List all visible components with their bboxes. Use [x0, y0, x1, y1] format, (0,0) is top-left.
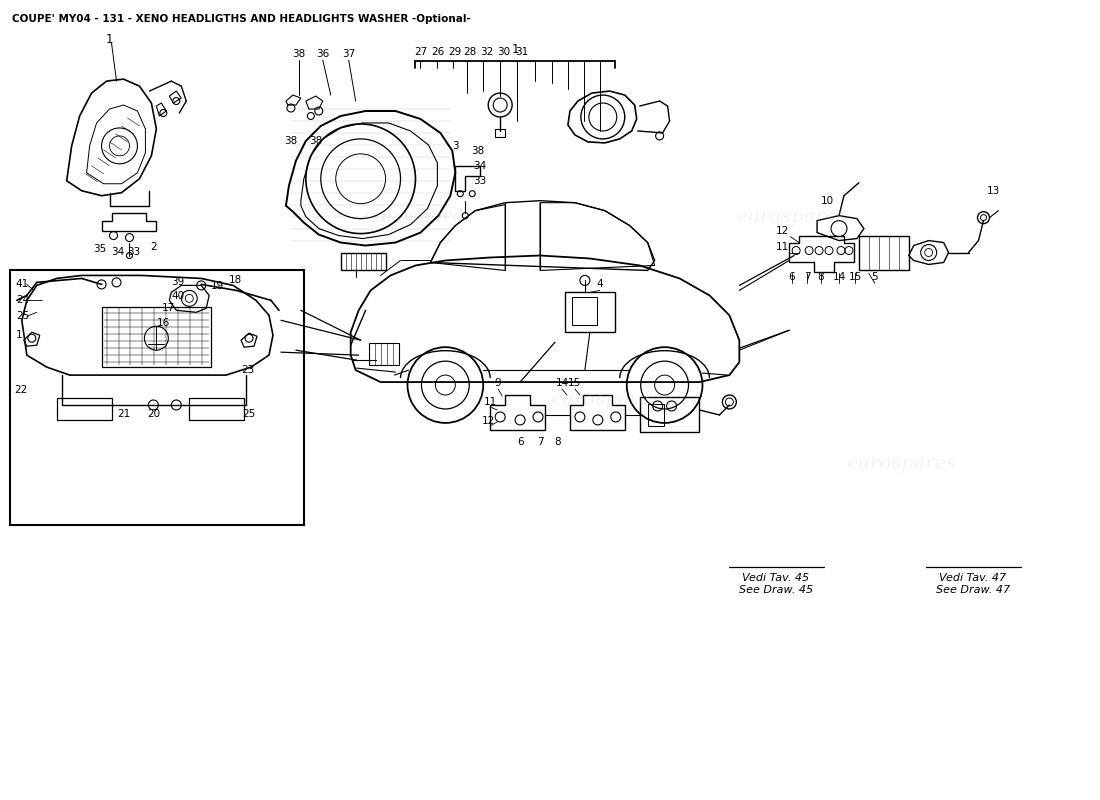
- Text: 5: 5: [871, 273, 878, 282]
- Text: 4: 4: [596, 279, 603, 290]
- Bar: [101, 307, 211, 367]
- Text: 21: 21: [117, 409, 130, 419]
- Text: 33: 33: [126, 246, 140, 257]
- Text: eurospares: eurospares: [550, 391, 660, 409]
- Text: 32: 32: [481, 47, 494, 58]
- Text: Vedi Tav. 45: Vedi Tav. 45: [742, 574, 810, 583]
- Text: 14: 14: [833, 273, 846, 282]
- Bar: [368, 343, 398, 365]
- Text: 37: 37: [342, 50, 355, 59]
- Text: 28: 28: [464, 47, 477, 58]
- Text: 31: 31: [516, 47, 529, 58]
- Text: 15: 15: [848, 273, 861, 282]
- Text: 33: 33: [474, 176, 487, 186]
- Text: 39: 39: [172, 278, 185, 287]
- Text: 38: 38: [284, 136, 297, 146]
- Bar: [859, 235, 909, 270]
- Text: 14: 14: [556, 378, 569, 388]
- Text: 18: 18: [229, 275, 242, 286]
- Text: 1: 1: [15, 330, 22, 340]
- Text: See Draw. 45: See Draw. 45: [739, 586, 813, 595]
- Text: 13: 13: [987, 186, 1000, 196]
- Text: 34: 34: [111, 246, 124, 257]
- Text: 8: 8: [817, 273, 824, 282]
- Text: 6: 6: [517, 437, 524, 447]
- Text: eurospares: eurospares: [363, 208, 473, 226]
- Text: 3: 3: [452, 141, 459, 151]
- Text: See Draw. 47: See Draw. 47: [936, 586, 1010, 595]
- Text: 9: 9: [495, 378, 502, 388]
- Text: 26: 26: [431, 47, 444, 58]
- Text: 27: 27: [414, 47, 427, 58]
- Bar: [565, 292, 615, 332]
- Text: 25: 25: [242, 409, 255, 419]
- Text: 7: 7: [537, 437, 543, 447]
- Text: 38: 38: [293, 50, 306, 59]
- Text: 36: 36: [316, 50, 329, 59]
- Text: 11: 11: [484, 397, 497, 407]
- Text: COUPE' MY04 - 131 - XENO HEADLIGTHS AND HEADLIGHTS WASHER -Optional-: COUPE' MY04 - 131 - XENO HEADLIGTHS AND …: [12, 14, 471, 24]
- Text: 10: 10: [821, 196, 834, 206]
- Text: eurospares: eurospares: [736, 208, 846, 226]
- Text: 20: 20: [146, 409, 160, 419]
- Text: 12: 12: [776, 226, 789, 235]
- Text: 25: 25: [15, 311, 29, 322]
- Text: 19: 19: [211, 282, 224, 291]
- Text: eurospares: eurospares: [846, 454, 956, 473]
- Text: 6: 6: [788, 273, 794, 282]
- Bar: [10, 270, 304, 525]
- Text: 11: 11: [776, 242, 789, 251]
- Text: 38: 38: [472, 146, 485, 156]
- Text: 30: 30: [497, 47, 510, 58]
- Text: 7: 7: [804, 273, 811, 282]
- Text: 12: 12: [482, 416, 495, 426]
- Text: 34: 34: [474, 161, 487, 171]
- Text: 22: 22: [14, 385, 28, 395]
- Text: 23: 23: [241, 365, 254, 375]
- Bar: [189, 398, 244, 420]
- Bar: [572, 298, 597, 326]
- Bar: [640, 397, 700, 432]
- Text: 41: 41: [15, 279, 29, 290]
- Text: 1: 1: [512, 42, 519, 56]
- Text: Vedi Tav. 47: Vedi Tav. 47: [939, 574, 1006, 583]
- Text: 24: 24: [15, 295, 29, 306]
- Text: 17: 17: [162, 303, 175, 314]
- Text: 40: 40: [172, 291, 185, 302]
- Bar: [57, 398, 111, 420]
- Text: 15: 15: [569, 378, 582, 388]
- Text: 16: 16: [156, 318, 169, 328]
- Bar: [648, 404, 663, 426]
- Text: 2: 2: [150, 242, 156, 251]
- Text: 8: 8: [554, 437, 561, 447]
- Text: 35: 35: [92, 243, 107, 254]
- Text: 1: 1: [106, 33, 113, 46]
- Text: 38: 38: [309, 136, 322, 146]
- Text: 29: 29: [449, 47, 462, 58]
